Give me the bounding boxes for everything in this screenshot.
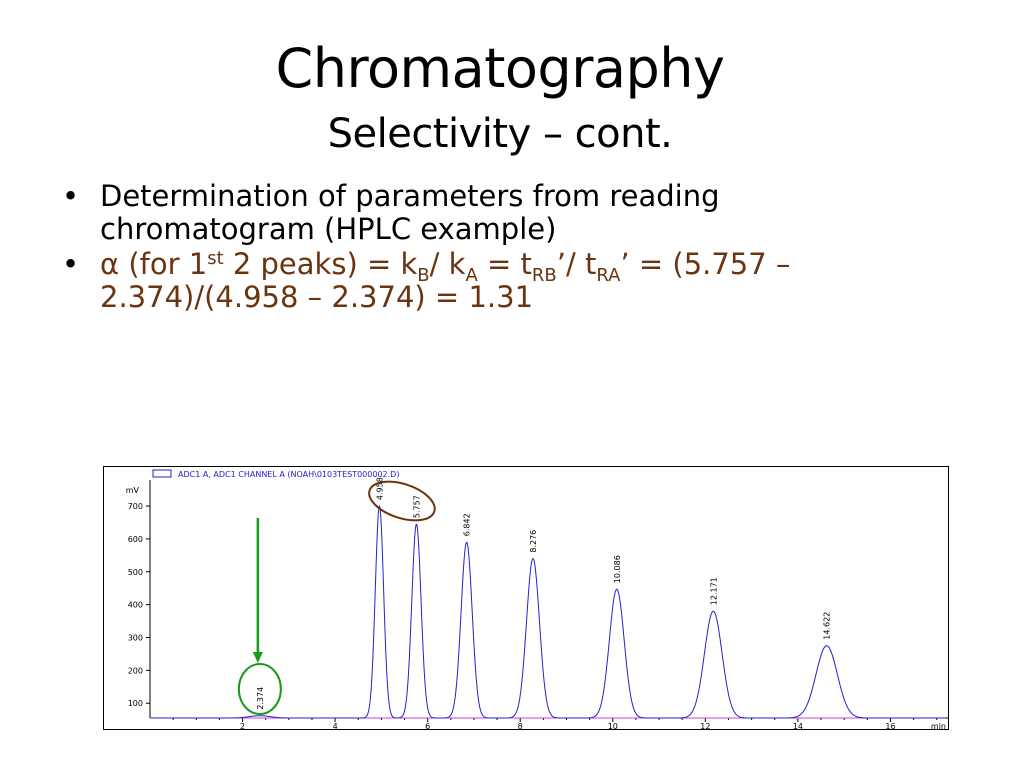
peak-label: 5.757 <box>412 495 421 518</box>
formula-part: ’ = (5.757 – 2.374)/(4.958 – 2.374) = 1.… <box>100 247 791 314</box>
y-tick-label: 400 <box>128 601 143 610</box>
y-tick-label: 500 <box>128 568 143 577</box>
peak-label: 14.622 <box>823 612 832 640</box>
chart-frame <box>103 466 949 730</box>
slide-subtitle: Selectivity – cont. <box>327 111 673 157</box>
bullet-item-determination: • Determination of parameters from readi… <box>62 180 862 246</box>
y-tick-label: 600 <box>128 535 143 544</box>
x-axis-unit: min <box>931 722 946 730</box>
bullet-text: Determination of parameters from reading… <box>100 179 720 246</box>
marker-layer <box>237 480 436 715</box>
peak-label: 4.958 <box>375 477 384 500</box>
formula-sup: st <box>207 248 224 269</box>
x-tick-label: 14 <box>793 722 803 730</box>
peak-label: 12.171 <box>709 577 718 605</box>
x-tick-label: 2 <box>240 722 245 730</box>
trace-layer <box>150 504 946 719</box>
formula-sub: RB <box>531 265 557 286</box>
x-tick-label: 16 <box>885 722 895 730</box>
x-tick-label: 12 <box>700 722 710 730</box>
peak-label: 2.374 <box>256 687 265 710</box>
peak-label: 10.086 <box>613 555 622 583</box>
slide-title: Chromatography <box>275 37 725 100</box>
y-axis-unit: mV <box>126 486 140 495</box>
x-tick-label: 6 <box>425 722 430 730</box>
chromatogram-chart: ADC1 A, ADC1 CHANNEL A (NOAH\0103TEST000… <box>103 466 949 731</box>
peak-label: 8.276 <box>529 530 538 553</box>
formula-part: / k <box>429 247 466 281</box>
y-tick-label: 200 <box>128 666 143 675</box>
formula-text: α (for 1st 2 peaks) = kB/ kA = tRB’/ tRA… <box>100 247 790 314</box>
bullet-dot-icon: • <box>62 247 80 281</box>
legend-text: ADC1 A, ADC1 CHANNEL A (NOAH\0103TEST000… <box>178 470 399 479</box>
x-tick-label: 10 <box>608 722 618 730</box>
peak-label: 6.842 <box>463 513 472 536</box>
y-tick-label: 300 <box>128 634 143 643</box>
bullet-item-alpha-formula: • α (for 1st 2 peaks) = kB/ kA = tRB’/ t… <box>62 248 862 314</box>
bullet-dot-icon: • <box>62 179 80 213</box>
chromatogram-svg: ADC1 A, ADC1 CHANNEL A (NOAH\0103TEST000… <box>103 466 949 731</box>
chromatogram-trace <box>150 504 946 719</box>
bullet-list: • Determination of parameters from readi… <box>62 180 862 316</box>
formula-part: 2 peaks) = k <box>223 247 418 281</box>
formula-part: (for 1 <box>119 247 208 281</box>
legend-swatch <box>152 469 172 478</box>
alpha-symbol: α <box>100 247 120 281</box>
x-tick-label: 4 <box>333 722 338 730</box>
peak-label-layer: 2.374 4.958 5.757 6.842 8.276 10.086 12.171 14.… <box>256 477 832 710</box>
green-circle-marker <box>237 663 282 715</box>
brown-ellipse-marker <box>368 480 436 522</box>
y-tick-label: 700 <box>128 502 143 511</box>
x-tick-label: 8 <box>518 722 523 730</box>
y-tick-label: 100 <box>128 699 143 708</box>
formula-sub: RA <box>596 265 621 286</box>
formula-part: ’/ t <box>556 247 597 281</box>
green-arrow-head <box>252 652 263 663</box>
formula-part: = t <box>477 247 532 281</box>
